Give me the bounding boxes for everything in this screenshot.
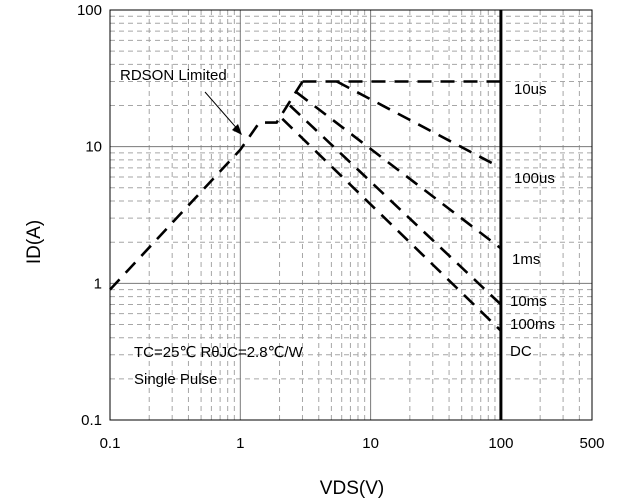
curve-rdson-limited bbox=[110, 82, 303, 290]
y-tick-label: 10 bbox=[85, 139, 102, 156]
conditions-annotation: TC=25℃ RθJC=2.8℃/W bbox=[134, 344, 304, 361]
y-tick-label: 0.1 bbox=[81, 412, 102, 429]
curve-1ms bbox=[297, 92, 501, 248]
x-tick-label: 500 bbox=[579, 435, 604, 452]
pulse-annotation: Single Pulse bbox=[134, 371, 217, 388]
x-tick-label: 100 bbox=[488, 435, 513, 452]
rdson-annotation: RDSON Limited bbox=[120, 67, 227, 84]
curve-label-dc: DC bbox=[510, 343, 532, 360]
x-tick-label: 10 bbox=[362, 435, 379, 452]
curve-label-100us: 100us bbox=[514, 170, 555, 187]
x-axis-title: VDS(V) bbox=[320, 478, 384, 499]
curve-label-10us: 10us bbox=[514, 81, 547, 98]
y-tick-label: 1 bbox=[94, 275, 102, 292]
y-axis-title: ID(A) bbox=[24, 220, 45, 264]
y-tick-label: 100 bbox=[77, 2, 102, 19]
curve-label-10ms: 10ms bbox=[510, 293, 547, 310]
curve-10ms bbox=[290, 106, 501, 305]
x-tick-label: 1 bbox=[236, 435, 244, 452]
curve-label-1ms: 1ms bbox=[512, 251, 540, 268]
curve-100us bbox=[337, 82, 501, 168]
x-tick-label: 0.1 bbox=[100, 435, 121, 452]
curve-label-100ms: 100ms bbox=[510, 316, 555, 333]
